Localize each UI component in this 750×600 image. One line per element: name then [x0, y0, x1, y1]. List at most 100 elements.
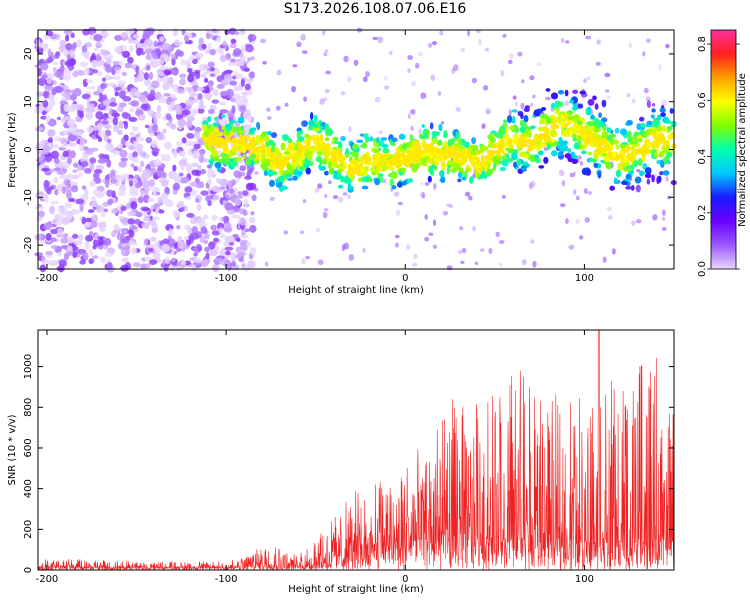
spectrogram-cell: [460, 260, 465, 264]
spectrogram-cell: [154, 241, 160, 248]
spectrogram-cell: [132, 34, 140, 39]
spectrogram-cell: [508, 138, 513, 144]
spectrogram-cell: [172, 164, 177, 172]
spectrogram-cell: [630, 185, 635, 191]
spectrogram-cell: [264, 150, 271, 155]
spectrogram-cell: [235, 142, 240, 147]
spectrogram-cell: [629, 156, 637, 162]
spectrogram-cell: [607, 143, 611, 148]
spectrogram-cell: [163, 69, 172, 76]
spectrogram-cell: [235, 246, 242, 253]
spectrogram-cell: [45, 232, 52, 241]
spectrogram-cell: [169, 83, 175, 88]
spectrogram-cell: [143, 222, 150, 229]
spectrogram-cell: [607, 151, 613, 158]
spectrogram-cell: [180, 164, 185, 171]
spectrogram-cell: [382, 154, 389, 162]
spectrogram-cell: [556, 101, 564, 108]
spectrogram-cell: [291, 85, 297, 93]
colorbar-tick-label: 0.0: [697, 261, 708, 277]
spectrogram-cell: [265, 140, 270, 148]
spectrogram-cell: [433, 183, 437, 190]
spectrogram-cell: [652, 214, 658, 221]
spectrogram-cell: [178, 50, 184, 57]
spectrogram-cell: [199, 99, 204, 108]
spectrogram-cell: [129, 45, 134, 52]
spectrogram-cell: [645, 38, 651, 43]
spectrogram-cell: [348, 126, 352, 133]
spectrogram-cell: [308, 145, 316, 152]
spectrogram-cell: [187, 228, 193, 234]
spectrogram-cell: [625, 166, 631, 170]
spectrogram-cell: [133, 229, 139, 234]
spectrogram-cell: [273, 158, 281, 166]
spectrogram-cell: [481, 161, 489, 170]
spectrogram-cell: [230, 162, 237, 166]
spectrogram-cell: [235, 98, 244, 107]
spectrogram-cell: [101, 120, 109, 125]
spectrogram-cell: [156, 104, 162, 114]
spectrogram-cell: [78, 233, 84, 241]
spectrogram-cell: [153, 246, 161, 253]
spectrogram-cell: [535, 139, 541, 147]
spectrogram-cell: [183, 192, 189, 198]
spectrogram-cell: [378, 130, 383, 135]
spectrogram-cell: [308, 119, 315, 127]
spectrogram-cell: [428, 232, 434, 236]
spectrogram-cell: [218, 112, 223, 120]
spectrogram-cell: [50, 244, 58, 250]
spectrogram-cell: [646, 120, 653, 125]
spectrogram-cell: [128, 116, 138, 122]
spectrogram-cell: [96, 185, 105, 192]
spectrogram-cell: [558, 139, 564, 145]
spectrogram-cell: [523, 107, 530, 113]
spectrogram-cell: [186, 239, 192, 246]
spectrogram-cell: [161, 42, 171, 51]
spectrogram-cell: [367, 177, 373, 183]
spectrogram-cell: [150, 139, 158, 148]
y-tick-label: -10: [23, 189, 34, 205]
spectrogram-cell: [128, 230, 135, 238]
spectrogram-cell: [67, 245, 73, 252]
spectrogram-cell: [563, 140, 568, 145]
spectrogram-cell: [421, 192, 426, 199]
spectrogram-cell: [98, 227, 107, 232]
spectrogram-cell: [37, 68, 42, 77]
spectrogram-cell: [508, 125, 516, 130]
spectrogram-cell: [79, 111, 84, 119]
spectrogram-cell: [65, 34, 70, 42]
spectrogram-cell: [520, 165, 528, 169]
spectrogram-cell: [129, 131, 135, 136]
spectrogram-cell: [579, 90, 587, 95]
spectrogram-cell: [113, 66, 122, 71]
spectrogram-cell: [38, 210, 45, 217]
spectrogram-cell: [615, 169, 622, 178]
spectrogram-cell: [191, 225, 199, 235]
y-tick-label: 10: [23, 95, 34, 108]
spectrogram-cell: [532, 260, 537, 268]
spectrogram-cell: [383, 76, 388, 81]
spectrogram-cell: [203, 70, 211, 75]
spectrogram-cell: [529, 102, 534, 107]
spectrogram-cell: [208, 159, 215, 164]
spectrogram-cell: [522, 259, 527, 266]
colorbar-tick-label: 0.8: [697, 36, 708, 52]
snr-frame: [37, 329, 675, 571]
spectrogram-cell: [185, 141, 194, 147]
spectrogram-cell: [121, 71, 127, 77]
spectrogram-cell: [101, 77, 107, 82]
spectrogram-cell: [192, 150, 201, 160]
spectrogram-cell: [47, 142, 53, 148]
spectrogram-cell: [120, 264, 130, 272]
spectrogram-cell: [333, 136, 339, 142]
spectrogram-cell: [513, 161, 518, 168]
spectrogram-cell: [147, 248, 154, 252]
spectrogram-cell: [72, 169, 78, 174]
spectrogram-cell: [360, 176, 367, 183]
spectrogram-cell: [53, 54, 60, 59]
spectrogram-cell: [195, 52, 203, 58]
spectrogram-cell: [109, 102, 118, 107]
spectrogram-cell: [583, 138, 588, 145]
figure-title: S173.2026.108.07.06.E16: [283, 1, 467, 17]
spectrogram-cell: [78, 172, 83, 178]
